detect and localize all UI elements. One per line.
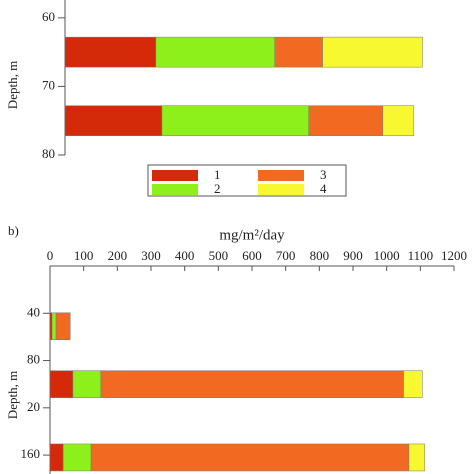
bar-segment bbox=[64, 36, 157, 68]
x-tick-label: 0 bbox=[47, 248, 54, 263]
legend-label: 3 bbox=[320, 167, 327, 182]
legend-swatch bbox=[152, 184, 198, 195]
y-tick-label: 70 bbox=[42, 77, 55, 92]
bar-segment bbox=[72, 370, 102, 398]
bar-segment bbox=[382, 105, 415, 136]
bar-segment bbox=[64, 105, 163, 136]
legend-swatch bbox=[152, 170, 198, 181]
bar-segment bbox=[403, 370, 423, 398]
bar-segment bbox=[49, 443, 64, 472]
x-tick-label: 1100 bbox=[408, 248, 434, 263]
x-tick-label: 400 bbox=[175, 248, 195, 263]
x-tick-label: 900 bbox=[343, 248, 363, 263]
x-tick-label: 600 bbox=[242, 248, 262, 263]
bar-segment bbox=[62, 443, 92, 472]
bar-segment bbox=[274, 36, 323, 68]
bar-segment bbox=[408, 443, 425, 472]
y-tick-label: 80 bbox=[27, 352, 40, 367]
x-tick-label: 1200 bbox=[441, 248, 467, 263]
y-tick-label: 20 bbox=[27, 399, 40, 414]
bar-segment bbox=[161, 105, 309, 136]
bar-segment bbox=[55, 312, 71, 341]
legend-label: 2 bbox=[214, 181, 221, 196]
legend-box bbox=[147, 164, 347, 197]
x-tick-label: 100 bbox=[74, 248, 94, 263]
x-tick-label: 700 bbox=[276, 248, 296, 263]
bar-segment bbox=[90, 443, 410, 472]
bar-segment bbox=[51, 312, 57, 341]
bar-segment bbox=[308, 105, 384, 136]
y-tick-label: 40 bbox=[27, 304, 40, 319]
y-axis-label: Depth, m bbox=[5, 371, 20, 419]
panel-label: b) bbox=[8, 223, 19, 238]
bar-segment bbox=[155, 36, 275, 68]
bar-segment bbox=[322, 36, 423, 68]
x-tick-label: 500 bbox=[209, 248, 229, 263]
x-tick-label: 300 bbox=[141, 248, 161, 263]
legend-swatch bbox=[258, 184, 304, 195]
x-tick-label: 800 bbox=[310, 248, 330, 263]
y-axis-label: Depth, m bbox=[5, 61, 20, 109]
legend-swatch bbox=[258, 170, 304, 181]
y-tick-label: 80 bbox=[42, 146, 55, 161]
legend-label: 1 bbox=[214, 167, 221, 182]
bar-segment bbox=[100, 370, 404, 398]
bar-segment bbox=[49, 370, 74, 398]
y-tick-label: 60 bbox=[42, 9, 55, 24]
bar-segment bbox=[49, 312, 53, 341]
x-tick-label: 1000 bbox=[374, 248, 400, 263]
legend-label: 4 bbox=[320, 181, 327, 196]
x-axis-label: mg/m²/day bbox=[219, 227, 285, 243]
y-tick-label: 160 bbox=[21, 446, 41, 461]
x-tick-label: 200 bbox=[108, 248, 128, 263]
